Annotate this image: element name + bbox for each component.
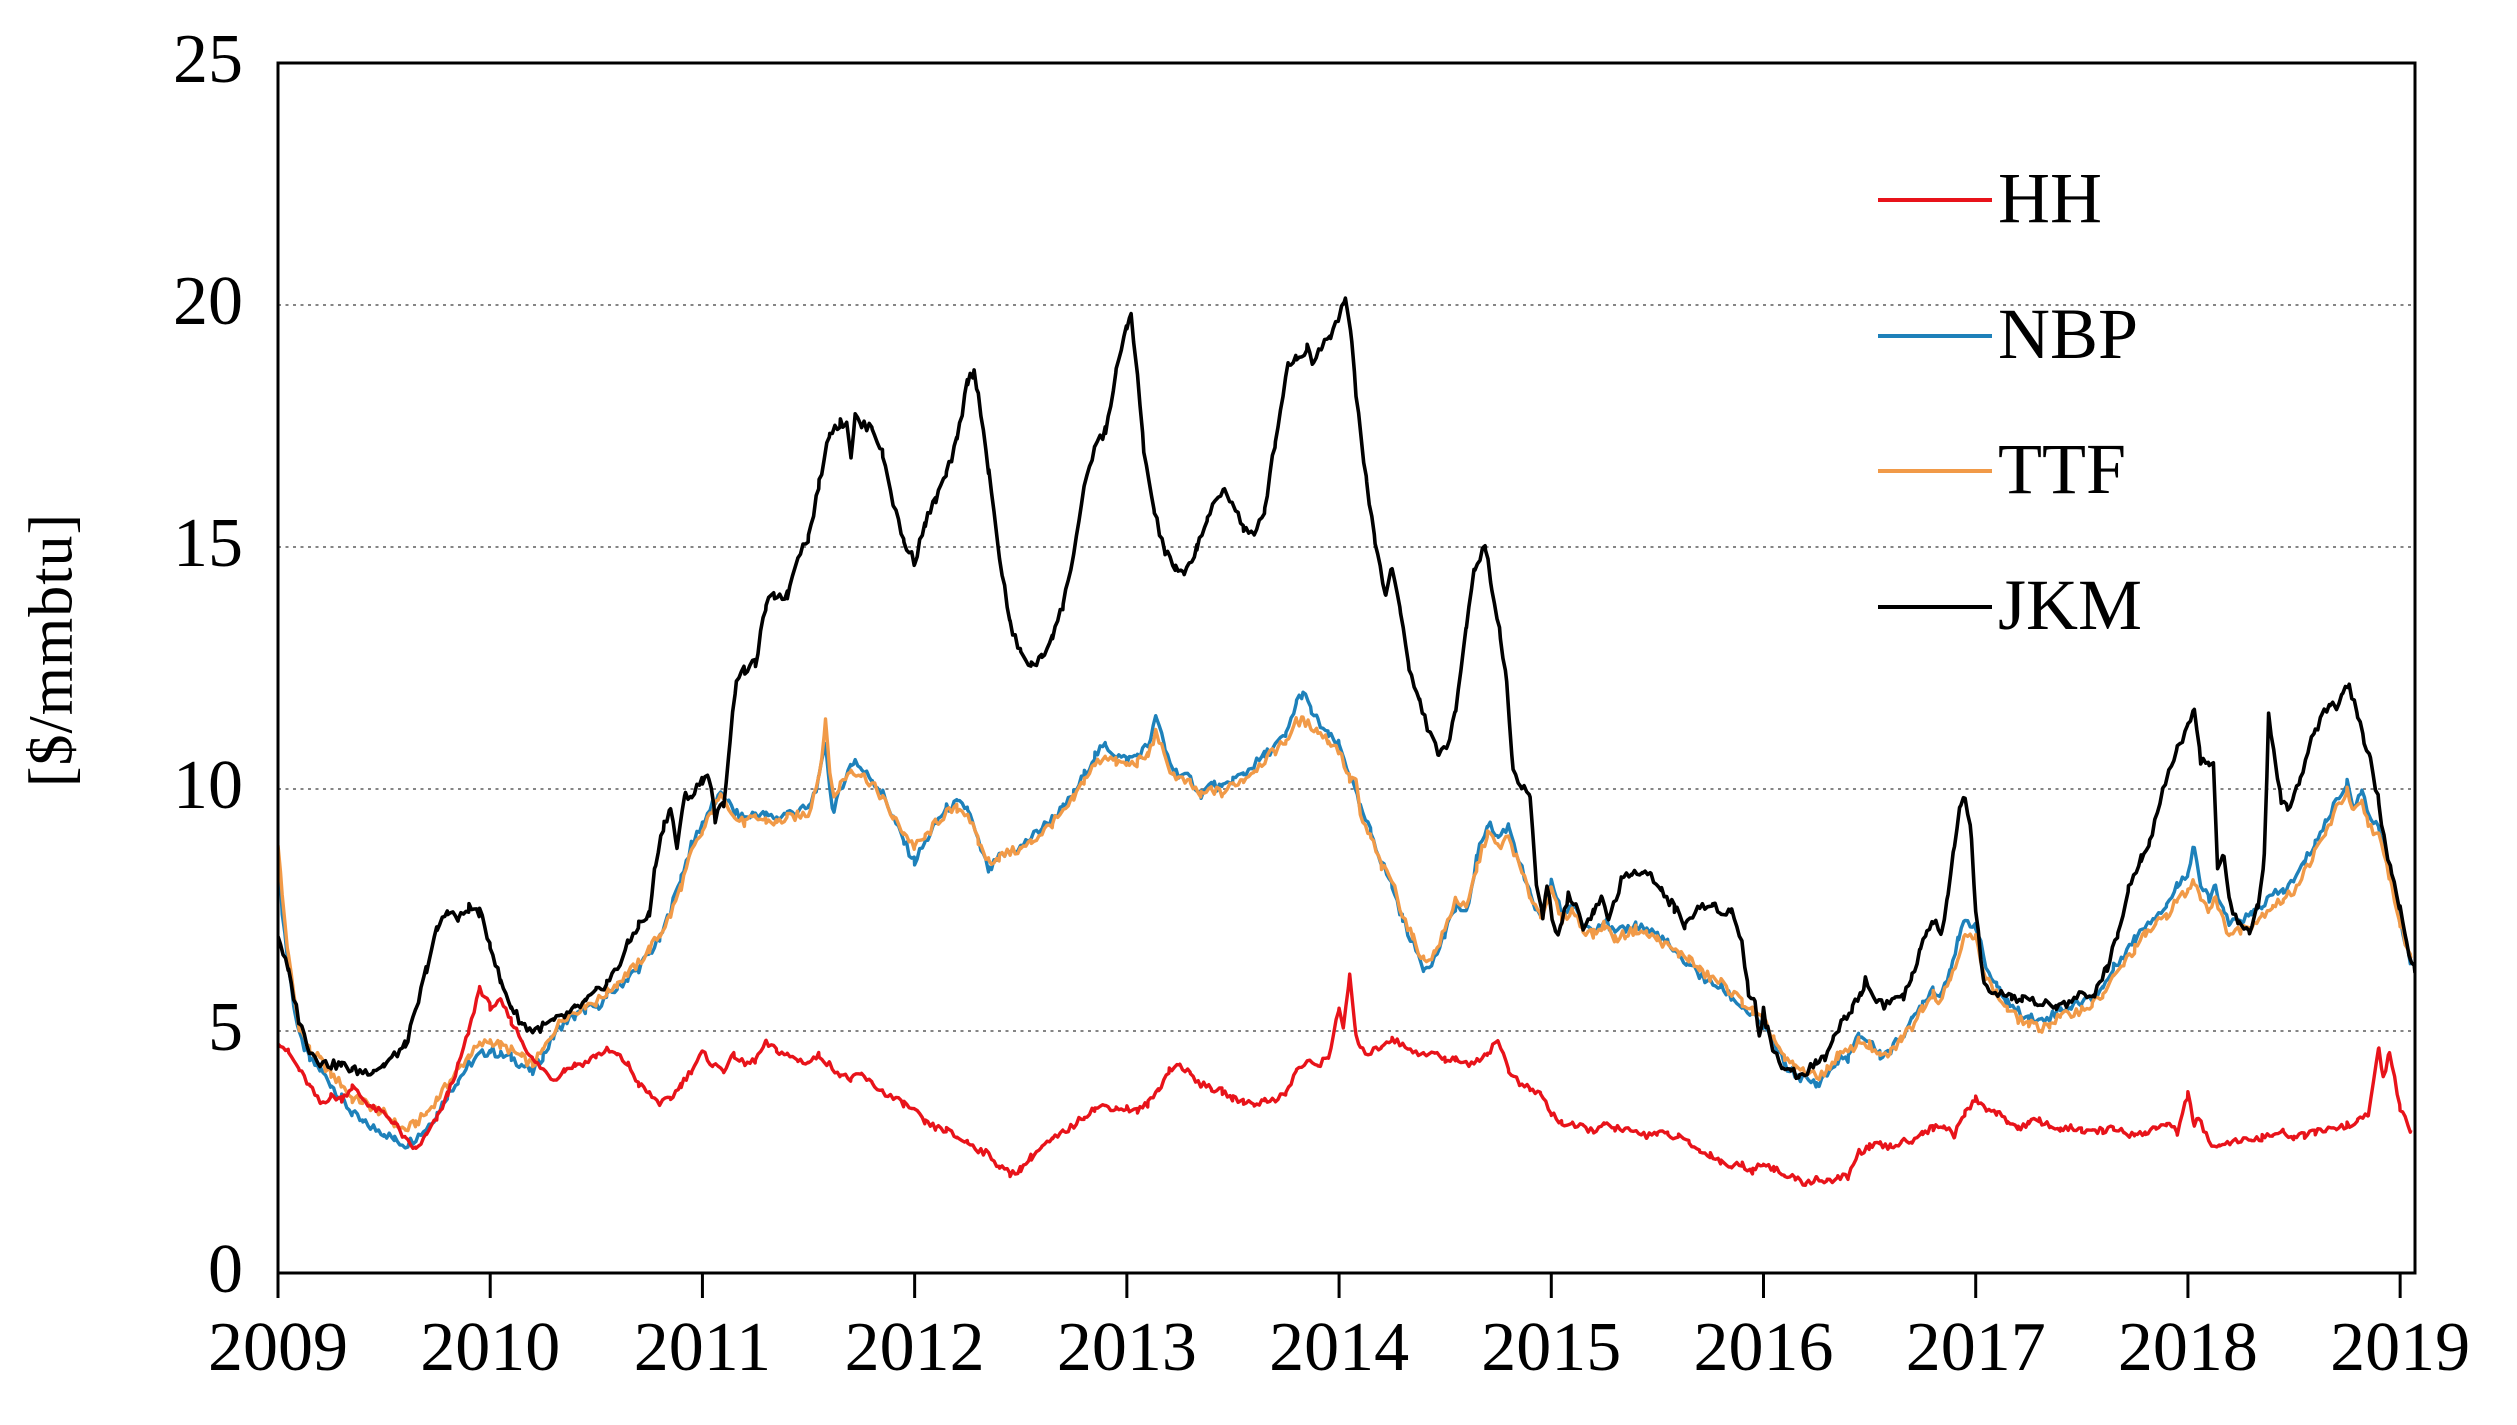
legend-label: TTF [1998, 429, 2127, 509]
y-tick-label: 25 [173, 20, 243, 98]
y-tick-label: 20 [173, 262, 243, 340]
y-tick-label: 10 [173, 746, 243, 824]
x-tick-label: 2014 [1269, 1309, 1410, 1386]
legend-swatch-line [1878, 333, 1992, 338]
x-tick-label: 2013 [1056, 1309, 1197, 1386]
y-tick-label: 15 [173, 504, 243, 582]
series-line-jkm [278, 296, 2415, 1081]
x-tick-label: 2011 [633, 1309, 772, 1386]
x-tick-label: 2010 [420, 1309, 561, 1386]
y-axis-title: [$/mmbtu] [17, 512, 86, 788]
x-tick-label: 2017 [1905, 1309, 2046, 1386]
x-tick-label: 2019 [2330, 1309, 2471, 1386]
series-group [278, 296, 2415, 1187]
legend-label: JKM [1998, 564, 2143, 645]
x-tick-label: 2015 [1481, 1309, 1622, 1386]
x-tick-label: 2016 [1693, 1309, 1834, 1386]
plot-border [276, 61, 2417, 1275]
legend-swatch-line [1878, 604, 1992, 609]
legend-swatch-line [1878, 198, 1992, 202]
y-tick-label: 5 [208, 988, 243, 1066]
x-tick-label: 2018 [2117, 1309, 2258, 1386]
series-line-nbp [278, 690, 2413, 1150]
legend-swatch-line [1878, 469, 1992, 473]
legend-label: HH [1998, 158, 2102, 238]
x-tick-label: 2012 [844, 1309, 985, 1386]
series-line-ttf [278, 715, 2413, 1133]
legend-label: NBP [1998, 293, 2139, 374]
y-tick-label: 0 [208, 1230, 243, 1308]
x-tick-label: 2009 [208, 1309, 348, 1386]
series-line-hh [278, 972, 2413, 1187]
